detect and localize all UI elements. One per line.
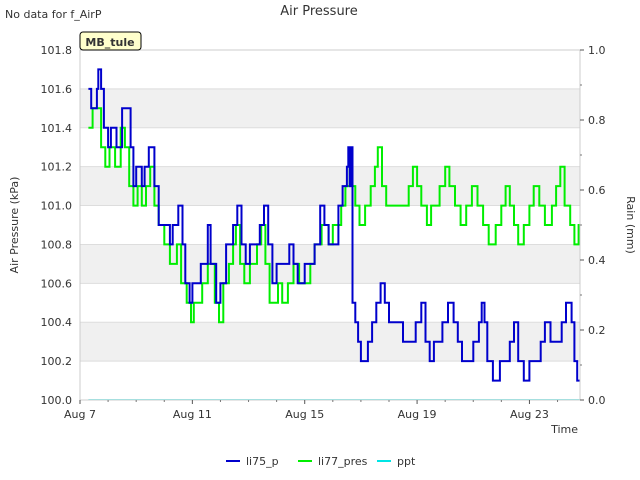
site-badge-box xyxy=(79,31,142,51)
y-tick-label: 101.2 xyxy=(41,161,73,174)
y-tick-label: 101.4 xyxy=(41,122,73,135)
series-li75-p xyxy=(88,68,580,382)
legend-label-li75-p: li75_p xyxy=(246,455,279,468)
legend: li75_p li77_pres ppt xyxy=(226,455,416,468)
background-band xyxy=(80,322,580,362)
y2-axis-label: Rain (mm) xyxy=(624,196,637,254)
x-tick-label: Aug 7 xyxy=(64,408,96,421)
x-tick-label: Aug 23 xyxy=(510,408,549,421)
y2-tick-label: 0.2 xyxy=(588,324,606,337)
y-tick-label: 101.0 xyxy=(41,200,73,213)
y-tick-label: 100.8 xyxy=(41,238,73,251)
y2-tick-label: 0.6 xyxy=(588,184,606,197)
y2-tick-label: 1.0 xyxy=(588,44,606,57)
y-tick-label: 101.8 xyxy=(41,44,73,57)
background-band xyxy=(80,244,580,284)
legend-label-li77-pres: li77_pres xyxy=(318,455,368,468)
legend-label-ppt: ppt xyxy=(397,455,416,468)
background-band xyxy=(80,88,580,128)
x-tick-label: Aug 11 xyxy=(173,408,212,421)
no-data-note: No data for f_AirP xyxy=(5,8,102,21)
left-axis-ticks: 100.0 100.2 100.4 100.6 100.8 101.0 101.2 101.4… xyxy=(41,44,73,407)
x-axis-ticks: Aug 7 Aug 11 Aug 15 Aug 19 Aug 23 xyxy=(64,400,559,421)
y-tick-label: 100.2 xyxy=(41,355,73,368)
y-tick-label: 101.6 xyxy=(41,83,73,96)
x-tick-label: Aug 19 xyxy=(398,408,437,421)
series-layer xyxy=(88,68,580,400)
y-axis-label: Air Pressure (kPa) xyxy=(8,177,21,274)
right-axis-ticks: 0.0 0.2 0.4 0.6 0.8 1.0 xyxy=(580,44,606,407)
x-tick-label: Aug 15 xyxy=(285,408,324,421)
series-li77-pres xyxy=(88,107,580,324)
background-band xyxy=(80,166,580,206)
x-axis-label: Time xyxy=(550,423,578,436)
y-tick-label: 100.4 xyxy=(41,316,73,329)
y-tick-label: 100.0 xyxy=(41,394,73,407)
y-tick-label: 100.6 xyxy=(41,277,73,290)
y2-tick-label: 0.0 xyxy=(588,394,606,407)
site-badge: MB_tule xyxy=(85,36,134,49)
y2-tick-label: 0.8 xyxy=(588,114,606,127)
chart-title: Air Pressure xyxy=(280,4,358,19)
background-bands xyxy=(80,88,580,362)
y2-tick-label: 0.4 xyxy=(588,254,606,267)
